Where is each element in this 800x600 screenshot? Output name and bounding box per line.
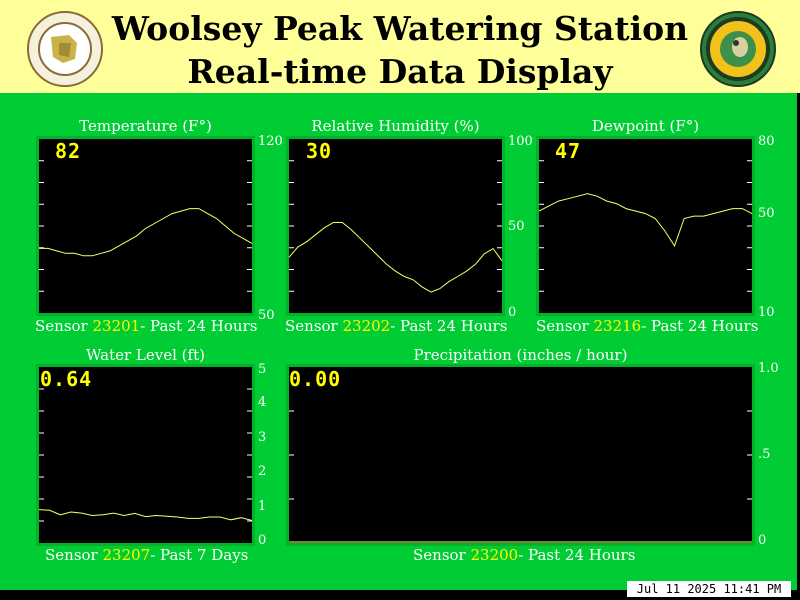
- timestamp: Jul 11 2025 11:41 PM: [627, 581, 791, 597]
- sensor-prefix: Sensor: [413, 546, 466, 564]
- sensor-suffix: - Past 24 Hours: [140, 317, 258, 335]
- water-series-line: [38, 509, 253, 521]
- sensor-id[interactable]: 23200: [470, 546, 519, 564]
- dewpoint-current: 47: [555, 139, 582, 163]
- precip-title: Precipitation (inches / hour): [413, 346, 628, 364]
- water-tick-3: 3: [258, 430, 267, 445]
- page-subtitle: Real-time Data Display: [187, 52, 613, 91]
- sensor-prefix: Sensor: [536, 317, 589, 335]
- temperature-title: Temperature (F°): [79, 117, 212, 135]
- humidity-tick-mid: 50: [508, 219, 525, 234]
- temperature-tick-bottom: 50: [258, 308, 275, 323]
- sensor-suffix: - Past 24 Hours: [641, 317, 759, 335]
- dewpoint-tick-bottom: 10: [758, 305, 775, 320]
- fcd-logo-graphic: [38, 22, 92, 76]
- sensor-suffix: - Past 24 Hours: [518, 546, 636, 564]
- humidity-sensor: Sensor 23202- Past 24 Hours: [285, 317, 507, 335]
- humidity-current: 30: [306, 139, 333, 163]
- precip-tick-bottom: 0: [758, 533, 767, 548]
- humidity-title: Relative Humidity (%): [311, 117, 480, 135]
- sensor-id[interactable]: 23207: [102, 546, 151, 564]
- humidity-tick-top: 100: [508, 134, 533, 149]
- dewpoint-series-line: [538, 193, 753, 248]
- water-tick-1: 1: [258, 499, 267, 514]
- dewpoint-sensor: Sensor 23216- Past 24 Hours: [536, 317, 758, 335]
- water-title: Water Level (ft): [86, 346, 205, 364]
- dewpoint-panel: [536, 136, 755, 316]
- agf-logo-graphic: [706, 17, 770, 81]
- dewpoint-title: Dewpoint (F°): [591, 117, 700, 135]
- temperature-sensor: Sensor 23201- Past 24 Hours: [35, 317, 257, 335]
- humidity-series-line: [288, 222, 503, 293]
- precip-sensor: Sensor 23200- Past 24 Hours: [413, 546, 635, 564]
- water-sensor: Sensor 23207- Past 7 Days: [45, 546, 248, 564]
- precip-panel: [286, 364, 755, 546]
- sensor-id[interactable]: 23202: [342, 317, 391, 335]
- sensor-prefix: Sensor: [45, 546, 98, 564]
- water-tick-4: 4: [258, 395, 267, 410]
- temperature-tick-top: 120: [258, 134, 283, 149]
- dewpoint-tick-mid: 50: [758, 206, 775, 221]
- water-panel: [36, 364, 255, 546]
- page-title: Woolsey Peak Watering Station: [111, 9, 689, 48]
- precip-tick-mid: .5: [758, 447, 771, 462]
- precip-current: 0.00: [289, 367, 342, 391]
- agf-logo: [700, 11, 776, 87]
- humidity-tick-bottom: 0: [508, 305, 517, 320]
- sensor-suffix: - Past 7 Days: [150, 546, 249, 564]
- sensor-id[interactable]: 23216: [593, 317, 642, 335]
- water-tick-2: 2: [258, 464, 267, 479]
- dewpoint-tick-top: 80: [758, 134, 775, 149]
- temperature-series-line: [39, 208, 253, 257]
- precip-tick-top: 1.0: [758, 361, 779, 376]
- sensor-suffix: - Past 24 Hours: [390, 317, 508, 335]
- water-tick-5: 5: [258, 362, 267, 377]
- header: Woolsey Peak Watering Station Real-time …: [0, 0, 800, 93]
- water-current: 0.64: [40, 367, 93, 391]
- sensor-prefix: Sensor: [285, 317, 338, 335]
- sensor-prefix: Sensor: [35, 317, 88, 335]
- humidity-panel: [286, 136, 505, 316]
- temperature-current: 82: [55, 139, 82, 163]
- temperature-panel: [36, 136, 255, 316]
- sensor-id[interactable]: 23201: [92, 317, 141, 335]
- water-tick-0: 0: [258, 533, 267, 548]
- fcd-logo: [27, 11, 103, 87]
